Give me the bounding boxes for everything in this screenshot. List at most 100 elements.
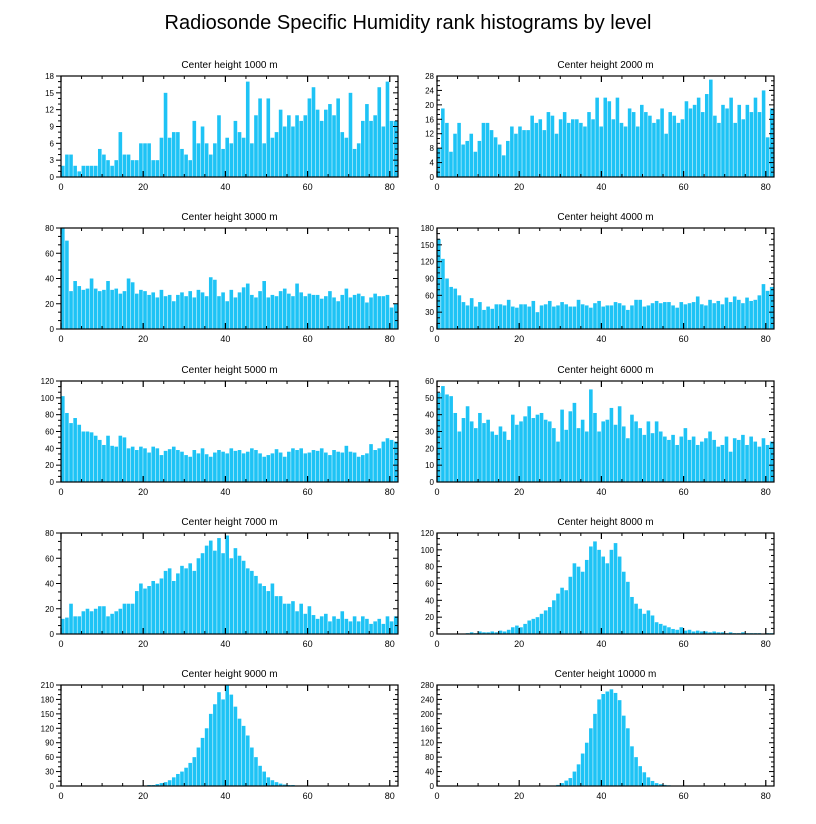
histogram-bar	[580, 571, 585, 634]
histogram-bar	[200, 292, 205, 329]
histogram-bar	[498, 426, 503, 482]
y-tick-label: 60	[45, 249, 54, 258]
histogram-bar	[204, 454, 209, 482]
histogram-bar	[576, 566, 581, 634]
histogram-bar	[473, 428, 478, 482]
histogram-bar	[159, 137, 164, 177]
y-tick-label: 40	[45, 580, 54, 589]
histogram-bar	[114, 611, 119, 634]
histogram-bar	[287, 451, 291, 482]
x-tick-label: 20	[138, 639, 148, 649]
histogram-bar	[299, 120, 303, 177]
histogram-bar	[445, 394, 449, 482]
histogram-bar	[155, 448, 160, 482]
histogram-bar	[93, 608, 98, 634]
histogram-bar	[587, 112, 591, 177]
histogram-bar	[274, 449, 279, 482]
histogram-bar	[546, 112, 551, 177]
histogram-bar	[457, 431, 462, 482]
panel-8: Center height 8000 m 0 20 40 60 80 100 120 0 20 40…	[421, 517, 775, 649]
histogram-bar	[369, 444, 373, 483]
histogram-bar	[332, 450, 336, 482]
histogram-bar	[204, 143, 209, 177]
histogram-bar	[485, 122, 490, 177]
histogram-bar	[515, 424, 519, 482]
histogram-bar	[601, 421, 605, 482]
y-tick-label: 0	[430, 173, 435, 182]
histogram-bar	[725, 108, 729, 177]
histogram-bar	[482, 309, 486, 329]
histogram-bar	[765, 290, 770, 329]
histogram-bar	[631, 112, 636, 177]
histogram-bar	[176, 294, 180, 329]
histogram-bar	[319, 298, 324, 329]
histogram-bar	[319, 120, 324, 177]
x-tick-label: 20	[514, 182, 524, 192]
histogram-bar	[732, 296, 737, 329]
histogram-bar	[671, 434, 675, 482]
histogram-bar	[576, 764, 581, 786]
y-tick-label: 80	[45, 411, 54, 420]
histogram-bar	[266, 98, 271, 177]
histogram-bar	[626, 438, 630, 482]
histogram-bar	[506, 140, 510, 177]
histogram-bar	[171, 446, 176, 482]
histogram-bar	[613, 302, 618, 329]
histogram-bar	[741, 632, 745, 634]
x-tick-label: 80	[761, 334, 771, 344]
histogram-bar	[469, 298, 474, 329]
histogram-bar	[332, 297, 336, 329]
y-tick-label: 0	[430, 630, 435, 639]
histogram-bar	[642, 613, 647, 634]
histogram-bar	[502, 305, 507, 329]
histogram-bar	[93, 288, 98, 329]
histogram-bar	[225, 453, 229, 482]
histogram-bar	[564, 590, 569, 634]
y-tick-label: 0	[430, 325, 435, 334]
histogram-bar	[691, 631, 696, 634]
histogram-bar	[106, 435, 110, 482]
histogram-bar	[369, 297, 373, 329]
histogram-bar	[361, 296, 365, 329]
histogram-bar	[572, 563, 577, 634]
histogram-bar	[656, 119, 660, 177]
histogram-bar	[547, 607, 552, 634]
histogram-bar	[196, 453, 201, 482]
histogram-bar	[560, 409, 564, 482]
x-tick-label: 40	[220, 791, 230, 801]
histogram-bar	[695, 444, 700, 482]
histogram-bar	[381, 623, 386, 634]
histogram-bar	[486, 419, 490, 482]
histogram-bar	[65, 154, 69, 177]
histogram-bar	[732, 438, 737, 482]
histogram-bar	[534, 122, 539, 177]
x-tick-label: 40	[220, 639, 230, 649]
histogram-bar	[575, 119, 579, 177]
histogram-bar	[445, 278, 449, 329]
histogram-bar	[523, 304, 527, 329]
histogram-bar	[147, 586, 151, 634]
panel-7: Center height 7000 m 0 20 40 60 80 0 20 40 60 80	[45, 517, 399, 649]
x-tick-label: 80	[761, 182, 771, 192]
histogram-bar	[539, 412, 544, 482]
histogram-bar	[584, 742, 589, 786]
histogram-bar	[554, 133, 559, 177]
histogram-bar	[254, 450, 258, 482]
histogram-bar	[527, 620, 532, 634]
histogram-bar	[765, 137, 770, 177]
histogram-bar	[106, 281, 110, 329]
histogram-bar	[654, 622, 659, 634]
histogram-bar	[110, 165, 114, 177]
histogram-bar	[469, 421, 474, 482]
histogram-bar	[85, 608, 90, 634]
histogram-bar	[724, 297, 729, 329]
histogram-bar	[478, 412, 482, 482]
histogram-bar	[233, 548, 238, 634]
histogram-bar	[564, 780, 569, 786]
histogram-bar	[627, 108, 632, 177]
histogram-bar	[695, 630, 700, 634]
histogram-bar	[282, 603, 287, 634]
histogram-bar	[188, 762, 193, 786]
y-tick-label: 90	[425, 275, 434, 284]
histogram-bar	[77, 424, 82, 482]
